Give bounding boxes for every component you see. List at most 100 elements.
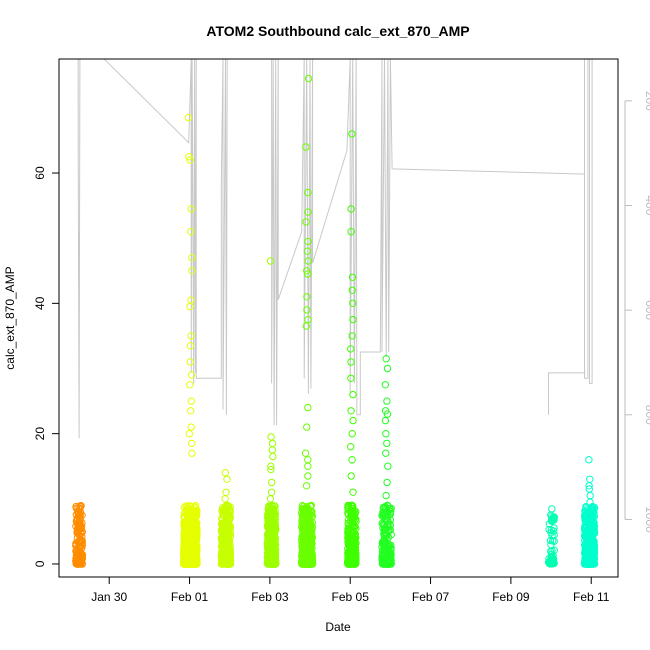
data-point	[303, 306, 311, 314]
data-point	[193, 560, 201, 568]
data-point	[588, 556, 597, 564]
data-point	[382, 355, 390, 363]
data-point	[78, 553, 86, 561]
data-point	[582, 512, 590, 520]
x-tick-label: Jan 30	[91, 590, 127, 604]
data-point	[344, 509, 352, 517]
data-point	[75, 521, 84, 529]
data-point	[304, 237, 312, 246]
data-point	[267, 462, 275, 470]
data-point	[266, 257, 275, 265]
data-point	[383, 478, 391, 487]
data-point	[186, 156, 194, 164]
data-point	[378, 519, 386, 527]
data-point	[583, 515, 591, 524]
data-point	[219, 519, 228, 527]
data-point	[217, 558, 226, 566]
data-point	[186, 502, 194, 510]
x-tick-label: Feb 03	[251, 590, 289, 604]
data-point	[303, 267, 311, 275]
data-point	[382, 449, 390, 457]
y-tick-label: 0	[33, 560, 47, 567]
data-point	[182, 558, 190, 566]
data-point	[548, 559, 557, 567]
data-point	[188, 267, 196, 275]
chart-title: ATOM2 Southbound calc_ext_870_AMP	[206, 23, 469, 39]
data-point	[299, 528, 307, 537]
data-point	[190, 525, 198, 533]
secondary-y-tick-label: 200	[643, 91, 650, 111]
data-point	[305, 520, 314, 528]
data-point	[187, 332, 195, 340]
data-point	[187, 423, 195, 431]
data-point	[304, 270, 312, 278]
secondary-series-segment	[548, 372, 586, 415]
data-point	[222, 488, 230, 496]
data-point	[383, 364, 392, 373]
x-tick-label: Feb 05	[332, 590, 370, 604]
data-point	[303, 558, 311, 567]
data-point	[181, 520, 189, 528]
data-point	[304, 456, 312, 464]
data-point	[582, 504, 590, 512]
data-point	[347, 472, 355, 480]
point-cluster	[298, 74, 317, 568]
data-point	[348, 536, 357, 545]
data-point	[303, 554, 311, 562]
secondary-series-line	[77, 58, 593, 439]
data-point	[72, 504, 81, 512]
data-point	[303, 247, 312, 255]
data-point	[303, 423, 311, 431]
point-cluster	[263, 257, 280, 568]
data-point	[549, 552, 557, 560]
data-point	[304, 315, 312, 324]
data-point	[267, 539, 276, 547]
data-point	[268, 446, 276, 454]
data-point	[348, 286, 356, 294]
data-point	[348, 555, 357, 563]
data-point	[226, 541, 234, 549]
data-point	[304, 403, 312, 412]
data-point	[382, 524, 390, 532]
data-point	[348, 130, 356, 138]
data-point	[184, 113, 193, 122]
data-point	[347, 508, 355, 516]
data-point	[186, 302, 194, 311]
data-point	[348, 273, 357, 281]
data-point	[347, 511, 356, 519]
data-point	[382, 430, 390, 438]
data-point	[586, 511, 595, 519]
data-point	[266, 495, 275, 503]
data-point	[304, 472, 312, 480]
data-point	[180, 539, 188, 547]
data-point	[185, 510, 193, 518]
data-point	[187, 407, 195, 415]
data-point	[75, 531, 83, 539]
data-point	[349, 512, 358, 520]
data-point	[347, 228, 355, 236]
data-point	[264, 557, 272, 565]
data-point	[187, 559, 196, 568]
data-point	[187, 371, 196, 379]
data-point	[185, 430, 194, 438]
data-point	[304, 462, 312, 470]
data-point	[587, 549, 595, 557]
point-cluster	[580, 456, 599, 568]
data-point	[186, 358, 195, 366]
secondary-y-tick-label: 600	[643, 300, 650, 320]
data-point	[580, 560, 589, 568]
data-point	[268, 478, 276, 487]
data-point	[383, 535, 391, 544]
data-point	[379, 559, 387, 567]
data-point	[304, 257, 313, 265]
data-point	[590, 504, 599, 512]
secondary-y-tick-label: 400	[643, 195, 650, 215]
data-point	[185, 153, 193, 161]
data-point	[267, 501, 276, 509]
data-point	[265, 519, 274, 527]
data-point	[221, 495, 229, 503]
data-point	[264, 515, 273, 523]
data-point	[269, 452, 277, 461]
